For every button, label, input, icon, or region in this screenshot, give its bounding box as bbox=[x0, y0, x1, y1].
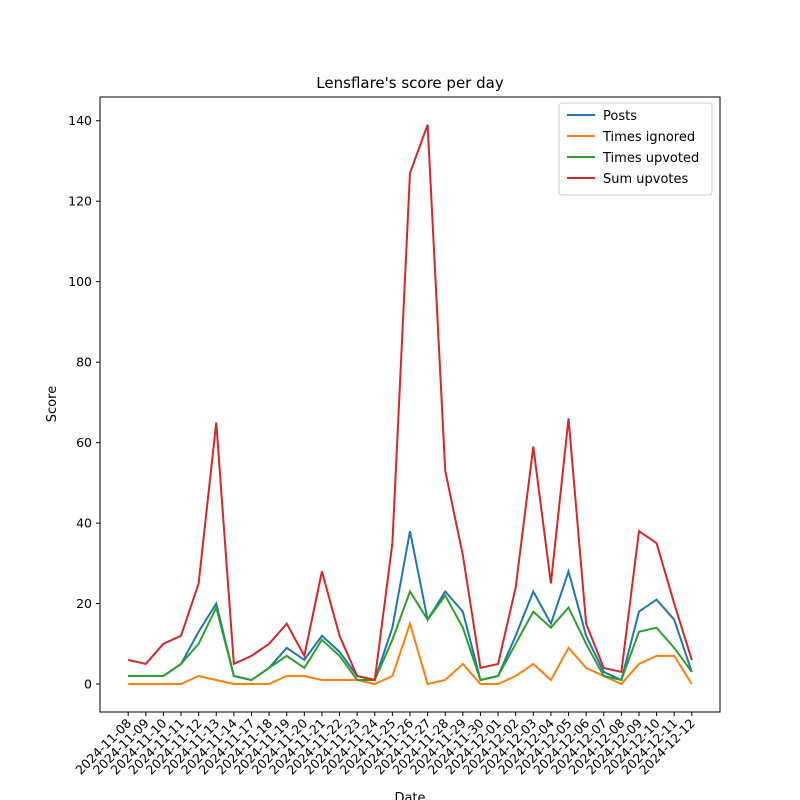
plot-frame bbox=[99, 96, 721, 713]
y-axis-label: Score bbox=[45, 386, 60, 422]
chart-title: Lensflare's score per day bbox=[316, 74, 504, 92]
legend-label: Times upvoted bbox=[602, 151, 699, 166]
legend-label: Sum upvotes bbox=[603, 172, 689, 187]
data-line bbox=[127, 124, 693, 682]
y-tick-label: 140 bbox=[68, 113, 92, 128]
legend-box bbox=[558, 102, 713, 196]
data-line bbox=[128, 620, 693, 686]
y-tick-label: 60 bbox=[76, 435, 92, 450]
legend-label: Posts bbox=[603, 109, 637, 124]
y-tick-label: 80 bbox=[76, 355, 92, 370]
x-axis-label: Date bbox=[394, 791, 425, 800]
y-tick-label: 20 bbox=[76, 596, 92, 611]
legend-label: Times ignored bbox=[602, 130, 695, 145]
y-tick-label: 40 bbox=[76, 516, 92, 531]
data-line bbox=[128, 589, 693, 682]
y-tick-label: 100 bbox=[68, 274, 92, 289]
data-line bbox=[128, 530, 693, 682]
y-tick-label: 0 bbox=[84, 677, 92, 692]
y-tick-label: 120 bbox=[68, 194, 92, 209]
